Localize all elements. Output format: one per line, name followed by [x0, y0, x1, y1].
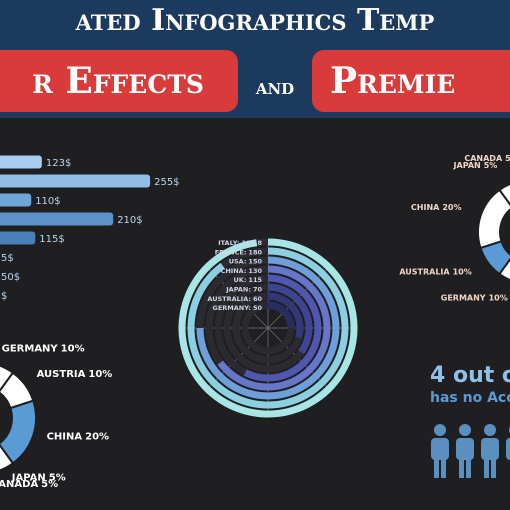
bar	[0, 193, 32, 207]
stat-subline: has no Acc	[430, 390, 510, 406]
donut-value: 10%	[88, 369, 112, 380]
donut-label: CHINA 20%	[47, 432, 109, 443]
header-title: ated Infographics Temp	[75, 3, 435, 38]
donut-label: JAPAN 5%	[453, 161, 498, 170]
donut-value: 20%	[442, 203, 461, 212]
donut-segment	[0, 443, 15, 472]
donut-value: 10%	[489, 293, 508, 302]
donut-value: 10%	[453, 267, 472, 276]
radial-category: AUSTRALIA:	[207, 295, 251, 303]
bar-value-label: $	[1, 291, 7, 302]
donut-category: GERMANY	[441, 293, 486, 302]
donut-value: 5%	[49, 472, 66, 483]
donut-category: CANADA	[464, 154, 503, 163]
right-badge-text: Premie	[330, 60, 455, 102]
donut-category: JAPAN	[453, 161, 481, 170]
bar-value-label: 110$	[35, 196, 60, 207]
radial-category: FRANCE:	[215, 248, 247, 256]
donut-value: 10%	[61, 343, 85, 354]
bar-value-label: 123$	[46, 158, 71, 169]
stat-headline: 4 out of	[430, 363, 510, 388]
radial-value: 50	[253, 304, 263, 312]
donut-category: AUSTRALIA	[399, 267, 450, 276]
bar-value-label: 50$	[1, 272, 20, 283]
person-icons	[431, 424, 510, 478]
left-badge-text: r Effects	[32, 60, 204, 102]
radial-label: AUSTRALIA: 60	[207, 295, 262, 303]
radial-bar	[268, 292, 304, 339]
radial-bar	[268, 283, 313, 355]
donut-category: GERMANY	[2, 343, 59, 354]
bar	[0, 155, 42, 169]
radial-label: CHINA: 130	[221, 267, 263, 275]
radial-value: 60	[253, 295, 263, 303]
donut-value: 20%	[85, 432, 109, 443]
bar-value-label: 255$	[154, 177, 179, 188]
left-badge	[0, 50, 238, 112]
bar	[0, 231, 36, 245]
bar-value-label: 5$	[1, 253, 14, 264]
radial-value: 180	[248, 248, 262, 256]
radial-label: FRANCE: 180	[215, 248, 263, 256]
donut-label: GERMANY 10%	[2, 343, 85, 354]
donut-category: CHINA	[411, 203, 440, 212]
radial-value: 70	[253, 286, 263, 294]
radial-category: JAPAN:	[225, 286, 251, 294]
radial-category: USA:	[229, 258, 247, 266]
radial-value: 130	[248, 267, 262, 275]
radial-category: CHINA:	[221, 267, 247, 275]
donut-label: CHINA 20%	[411, 203, 462, 212]
donut-category: CANADA	[0, 479, 38, 490]
donut-segment	[477, 188, 510, 250]
donut-label: JAPAN 5%	[11, 472, 66, 483]
donut-label: AUSTRALIA 10%	[399, 267, 471, 276]
radial-label: USA: 150	[229, 258, 263, 266]
radial-value: 150	[248, 258, 262, 266]
donut-label: GERMANY 10%	[441, 293, 508, 302]
donut-value: 5%	[484, 161, 498, 170]
radial-category: ITALY:	[218, 239, 239, 247]
radial-category: UK:	[234, 276, 247, 284]
radial-label: UK: 115	[234, 276, 263, 284]
bar-value-label: 210$	[117, 215, 142, 226]
header-connector: and	[255, 74, 294, 100]
donut-value: 5%	[505, 154, 510, 163]
radial-label: GERMANY: 50	[212, 304, 262, 312]
radial-bar	[268, 301, 295, 328]
bar	[0, 212, 114, 226]
donut-segment	[498, 257, 510, 282]
donut-category: CHINA	[47, 432, 83, 443]
right-badge	[312, 50, 510, 112]
bar-value-label: 115$	[39, 234, 64, 245]
donut-label: AUSTRIA 10%	[37, 369, 113, 380]
bar	[0, 174, 151, 188]
donut-value: 5%	[41, 479, 58, 490]
radial-value: 195.8	[241, 239, 262, 247]
radial-label: ITALY: 195.8	[218, 239, 262, 247]
radial-label: JAPAN: 70	[225, 286, 262, 294]
donut-category: JAPAN	[11, 472, 46, 483]
radial-category: GERMANY:	[212, 304, 250, 312]
radial-value: 115	[248, 276, 262, 284]
donut-category: AUSTRIA	[37, 369, 86, 380]
